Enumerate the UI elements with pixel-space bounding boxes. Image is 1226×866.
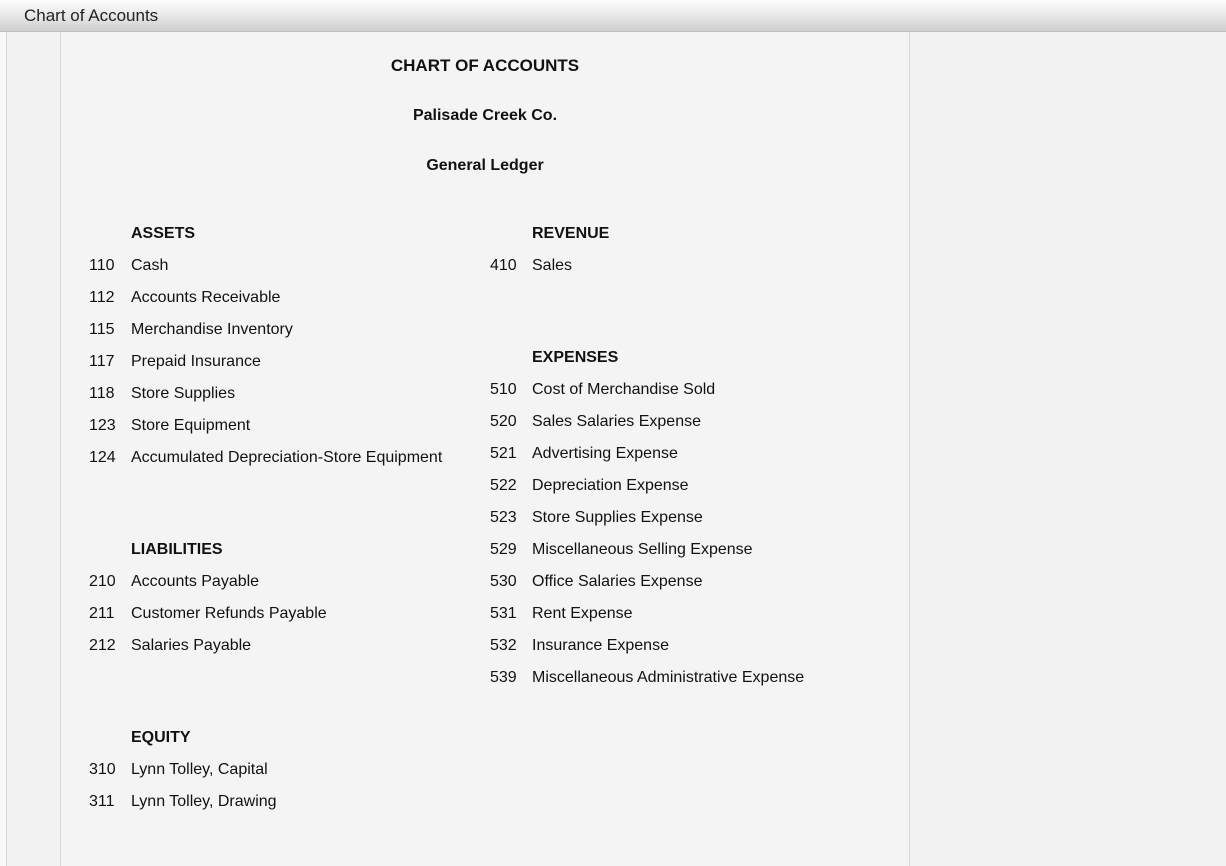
account-code: 211 <box>89 605 131 623</box>
account-code: 529 <box>490 541 532 559</box>
account-code: 410 <box>490 257 532 275</box>
account-code: 530 <box>490 573 532 591</box>
account-row: 112Accounts Receivable <box>89 289 480 307</box>
account-code: 115 <box>89 321 131 339</box>
account-name: Sales Salaries Expense <box>532 413 881 431</box>
account-row: 521Advertising Expense <box>490 445 881 463</box>
account-code: 531 <box>490 605 532 623</box>
account-code: 532 <box>490 637 532 655</box>
section-gap <box>490 289 881 325</box>
report-header: CHART OF ACCOUNTS Palisade Creek Co. Gen… <box>89 56 881 175</box>
account-code: 110 <box>89 257 131 275</box>
account-name: Advertising Expense <box>532 445 881 463</box>
account-name: Miscellaneous Selling Expense <box>532 541 881 559</box>
account-name: Accumulated Depreciation-Store Equipment <box>131 449 480 467</box>
account-name: Depreciation Expense <box>532 477 881 495</box>
account-name: Prepaid Insurance <box>131 353 480 371</box>
report-title: CHART OF ACCOUNTS <box>89 56 881 76</box>
section-gap <box>89 669 480 705</box>
accounts-columns: ASSETS 110Cash 112Accounts Receivable 11… <box>89 225 881 825</box>
account-row: 531Rent Expense <box>490 605 881 623</box>
account-name: Cash <box>131 257 480 275</box>
account-row: 539Miscellaneous Administrative Expense <box>490 669 881 687</box>
account-name: Store Supplies <box>131 385 480 403</box>
account-row: 117Prepaid Insurance <box>89 353 480 371</box>
account-name: Store Supplies Expense <box>532 509 881 527</box>
account-row: 123Store Equipment <box>89 417 480 435</box>
account-row: 520Sales Salaries Expense <box>490 413 881 431</box>
account-code: 539 <box>490 669 532 687</box>
account-name: Merchandise Inventory <box>131 321 480 339</box>
account-name: Cost of Merchandise Sold <box>532 381 881 399</box>
account-name: Office Salaries Expense <box>532 573 881 591</box>
account-code: 521 <box>490 445 532 463</box>
account-code: 522 <box>490 477 532 495</box>
account-code: 310 <box>89 761 131 779</box>
right-column: REVENUE 410Sales EXPENSES 510Cost of Mer… <box>490 225 881 825</box>
account-row: 211Customer Refunds Payable <box>89 605 480 623</box>
account-row: 522Depreciation Expense <box>490 477 881 495</box>
window-title: Chart of Accounts <box>24 6 158 25</box>
section-heading-expenses: EXPENSES <box>490 349 881 367</box>
section-heading-revenue: REVENUE <box>490 225 881 243</box>
account-code: 311 <box>89 793 131 811</box>
account-name: Customer Refunds Payable <box>131 605 480 623</box>
account-name: Lynn Tolley, Capital <box>131 761 480 779</box>
section-heading-liabilities: LIABILITIES <box>89 541 480 559</box>
account-row: 110Cash <box>89 257 480 275</box>
account-name: Lynn Tolley, Drawing <box>131 793 480 811</box>
account-name: Miscellaneous Administrative Expense <box>532 669 881 687</box>
account-row: 529Miscellaneous Selling Expense <box>490 541 881 559</box>
account-name: Store Equipment <box>131 417 480 435</box>
section-heading-assets: ASSETS <box>89 225 480 243</box>
account-code: 112 <box>89 289 131 307</box>
report-page: CHART OF ACCOUNTS Palisade Creek Co. Gen… <box>60 32 910 866</box>
account-row: 118Store Supplies <box>89 385 480 403</box>
account-name: Insurance Expense <box>532 637 881 655</box>
account-row: 510Cost of Merchandise Sold <box>490 381 881 399</box>
account-code: 210 <box>89 573 131 591</box>
account-code: 118 <box>89 385 131 403</box>
account-code: 523 <box>490 509 532 527</box>
account-code: 510 <box>490 381 532 399</box>
account-row: 532Insurance Expense <box>490 637 881 655</box>
account-row: 530Office Salaries Expense <box>490 573 881 591</box>
left-column: ASSETS 110Cash 112Accounts Receivable 11… <box>89 225 480 825</box>
account-code: 212 <box>89 637 131 655</box>
section-heading-equity: EQUITY <box>89 729 480 747</box>
account-code: 520 <box>490 413 532 431</box>
account-row: 210Accounts Payable <box>89 573 480 591</box>
account-row: 311Lynn Tolley, Drawing <box>89 793 480 811</box>
account-name: Rent Expense <box>532 605 881 623</box>
account-row: 115Merchandise Inventory <box>89 321 480 339</box>
account-code: 124 <box>89 449 131 467</box>
account-row: 124Accumulated Depreciation-Store Equipm… <box>89 449 480 467</box>
report-company: Palisade Creek Co. <box>89 106 881 125</box>
account-name: Sales <box>532 257 881 275</box>
account-code: 117 <box>89 353 131 371</box>
section-gap <box>89 481 480 517</box>
account-name: Accounts Receivable <box>131 289 480 307</box>
report-viewport: CHART OF ACCOUNTS Palisade Creek Co. Gen… <box>0 32 1226 866</box>
account-row: 310Lynn Tolley, Capital <box>89 761 480 779</box>
report-subtitle: General Ledger <box>89 156 881 175</box>
window-titlebar: Chart of Accounts <box>0 0 1226 32</box>
account-row: 212Salaries Payable <box>89 637 480 655</box>
account-code: 123 <box>89 417 131 435</box>
account-row: 523Store Supplies Expense <box>490 509 881 527</box>
left-gutter <box>0 32 7 866</box>
account-name: Salaries Payable <box>131 637 480 655</box>
account-row: 410Sales <box>490 257 881 275</box>
account-name: Accounts Payable <box>131 573 480 591</box>
